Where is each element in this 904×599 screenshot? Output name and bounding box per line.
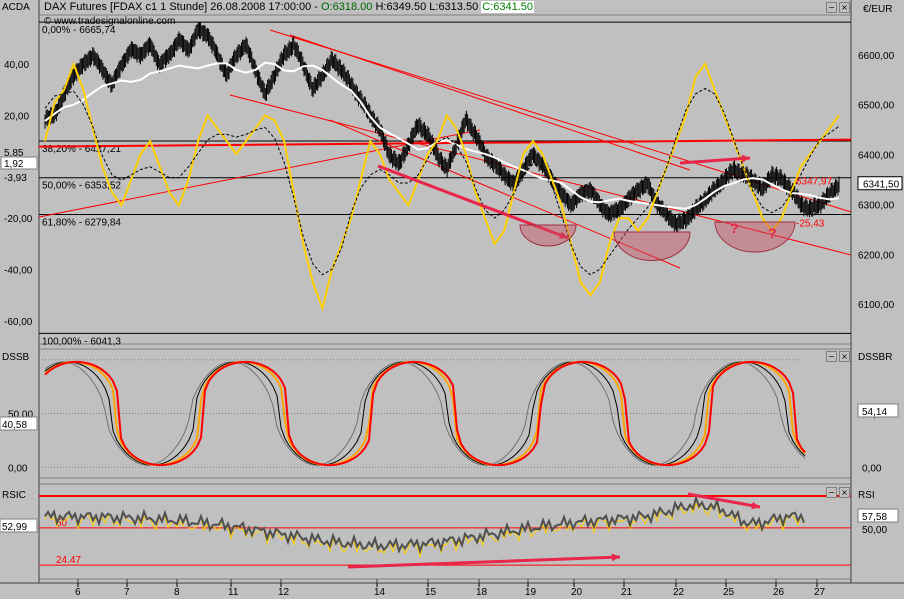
question-mark: ?	[730, 220, 739, 236]
low-value: L:6313.50	[429, 1, 479, 13]
left-marker-label: -3,93	[4, 173, 27, 184]
right-tick-label: 6500,00	[858, 101, 895, 112]
resistance-line	[38, 138, 852, 148]
dssb-left-tick: 50,00	[8, 410, 33, 421]
dssb-right-tick: 0,00	[862, 463, 882, 474]
dssb-right-value: 54,14	[862, 407, 887, 418]
rsi-level-label: 50	[56, 518, 68, 529]
rsi-line	[44, 494, 805, 555]
right-tick-label: 6100,00	[858, 300, 895, 311]
instrument-label: DAX Futures [FDAX c1 1 Stunde] 26.08.200…	[44, 1, 321, 13]
acda-dashed-line	[44, 87, 840, 276]
x-tick-label: 7	[124, 587, 130, 598]
x-tick-label: 6	[75, 587, 81, 598]
left-tick-label: -40,00	[4, 266, 33, 277]
x-tick-label: 27	[814, 587, 826, 598]
dssb-black-line	[44, 361, 806, 466]
watermark: © www.tradesignalonline.com	[44, 16, 176, 27]
x-tick-label: 8	[174, 587, 180, 598]
dssb-grey-line	[44, 361, 806, 466]
rsi-arrow	[687, 492, 761, 509]
minimize-icon[interactable]: −	[826, 2, 837, 13]
last-price-label: 6347,97	[796, 177, 833, 188]
right-tick-label: 6300,00	[858, 200, 895, 211]
minimize-icon[interactable]: −	[826, 351, 837, 362]
x-tick-label: 21	[621, 587, 633, 598]
left-tick-label: 20,00	[4, 111, 29, 122]
left-tick-label: -60,00	[4, 317, 33, 328]
rsi-right-box	[857, 508, 899, 523]
acda-yellow-line	[44, 61, 840, 312]
x-tick-label: 12	[278, 587, 290, 598]
annotation-arrow	[377, 164, 569, 240]
x-tick-label: 19	[525, 587, 537, 598]
fib-level-label: 50,00% - 6353,52	[42, 181, 121, 192]
dssb-left-value: 40,58	[2, 420, 27, 431]
rsi-arrow-head	[611, 553, 620, 562]
title-bar: DAX Futures [FDAX c1 1 Stunde] 26.08.200…	[44, 1, 535, 13]
dssb-left-box	[0, 416, 38, 431]
annotation-arrow-head	[741, 154, 750, 163]
x-tick-label: 22	[673, 587, 685, 598]
close-icon[interactable]: ×	[839, 2, 850, 13]
x-tick-label: 15	[425, 587, 437, 598]
minimize-icon[interactable]: −	[826, 487, 837, 498]
support-bowl	[519, 224, 577, 247]
x-tick-label: 25	[723, 587, 735, 598]
left-tick-label: -20,00	[4, 214, 33, 225]
right-tick-label: 6400,00	[858, 151, 895, 162]
close-value: C:6341.50	[481, 1, 535, 13]
yellow-value-label: -25,43	[796, 218, 825, 229]
high-value: H:6349.50	[375, 1, 427, 13]
left-indicator-label: ACDA	[2, 2, 30, 13]
dssb-right-box	[857, 403, 899, 418]
x-tick-label: 14	[374, 587, 386, 598]
rsi-arrow	[347, 555, 621, 569]
trend-line	[329, 119, 681, 269]
panel-frame	[38, 14, 852, 345]
right-tick-label: 6600,00	[858, 51, 895, 62]
left-marker-label: 1,92	[4, 159, 24, 170]
right-tick-label: 6200,00	[858, 250, 895, 261]
fib-level-label: 61,80% - 6279,84	[42, 217, 121, 228]
current-price-label: 6341,50	[863, 180, 900, 191]
dssbr-indicator-label: DSSBR	[858, 352, 892, 363]
fib-level-label: 100,00% - 6041,3	[42, 336, 121, 347]
annotation-arrow	[679, 156, 751, 165]
left-tick-label: 40,00	[4, 60, 29, 71]
support-bowl	[714, 221, 796, 253]
trend-line	[289, 34, 691, 171]
fib-level-label: 0,00% - 6665,74	[42, 25, 116, 36]
fib-level-label: 38,20% - 6427,21	[42, 144, 121, 155]
dssb-red-line	[44, 360, 806, 467]
rsi-right-tick: 50,00	[862, 525, 887, 536]
rsi-left-value: 52,99	[2, 522, 27, 533]
x-tick-label: 20	[571, 587, 583, 598]
support-bowl	[613, 231, 691, 261]
current-price-box	[857, 176, 903, 191]
rsi-arrow-head	[751, 501, 760, 510]
x-tick-label: 26	[773, 587, 785, 598]
annotation-arrow-head	[559, 231, 568, 239]
rsi-indicator-label: RSI	[858, 490, 875, 501]
x-tick-label: 11	[228, 587, 239, 598]
rsi-level-label: 24.47	[56, 555, 81, 566]
dssb-indicator-label: DSSB	[2, 352, 30, 363]
rsic-indicator-label: RSIC	[2, 490, 26, 501]
open-value: O:6318.00	[321, 1, 373, 13]
close-icon[interactable]: ×	[839, 487, 850, 498]
price-smoothed-line	[44, 61, 840, 210]
question-mark: ?	[768, 225, 777, 241]
right-unit-label: €/EUR	[863, 4, 892, 15]
rsi-left-box	[0, 518, 38, 533]
dssb-left-tick: 0,00	[8, 463, 28, 474]
left-marker-label: 5,85	[4, 148, 24, 159]
close-icon[interactable]: ×	[839, 351, 850, 362]
left-marker-box	[0, 156, 38, 170]
rsi-right-value: 57,58	[862, 512, 887, 523]
x-tick-label: 18	[476, 587, 488, 598]
